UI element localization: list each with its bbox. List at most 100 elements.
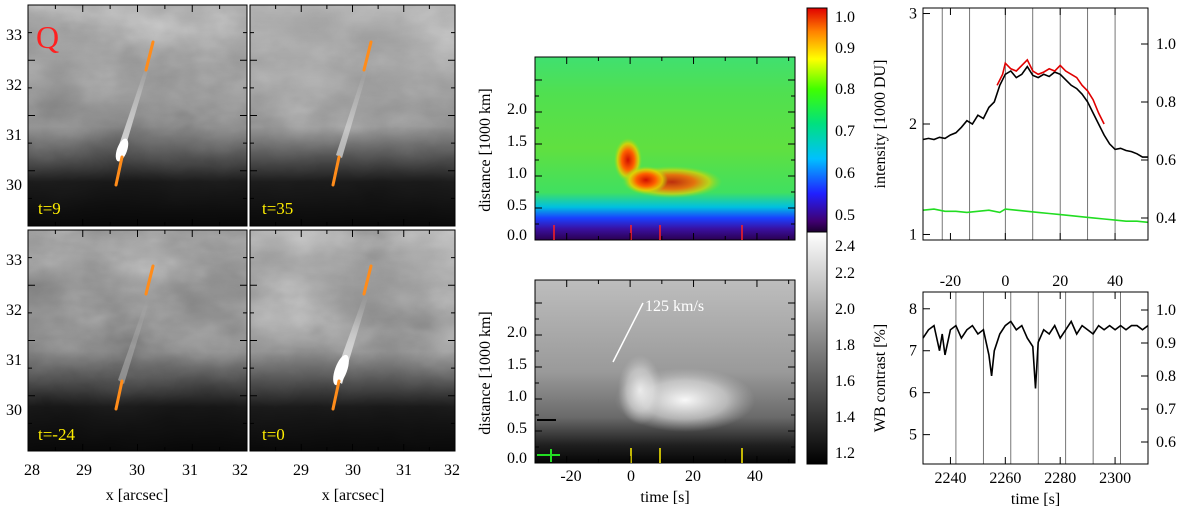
x-tick: 40 [747, 468, 763, 485]
x-tick: 29 [293, 462, 309, 479]
x-axis-label: time [s] [1011, 491, 1060, 508]
x-tick: 20 [685, 468, 701, 485]
slit-markers [114, 40, 373, 411]
cb-tick: 0.6 [835, 165, 855, 182]
y-tick: 1.5 [507, 356, 527, 373]
y-axis-label: WB contrast [%] [872, 324, 889, 432]
y-tick: 31 [6, 127, 22, 144]
y-tick: 1.0 [507, 388, 527, 405]
colorbar-bottom-ticks: 1.2 1.4 1.6 1.8 2.0 2.2 2.4 [835, 238, 855, 462]
y-tick: 30 [6, 402, 22, 419]
spacetime-bottom [534, 279, 796, 464]
x-axis-label: time [s] [640, 489, 689, 506]
spacetime-top-yticks: 0.0 0.5 1.0 1.5 2.0 [507, 101, 527, 244]
x-axis-label: x [arcsec] [322, 487, 385, 504]
right-tick-label: 1.0 [1156, 302, 1176, 319]
y-tick: 1.5 [507, 133, 527, 150]
spacetime-top-ticks [534, 57, 795, 241]
y-tick: 0.5 [507, 197, 527, 214]
y-tick-label: 7 [909, 343, 917, 360]
x-tick: 30 [345, 462, 361, 479]
series-contrast [922, 319, 1149, 389]
y-tick: 2.0 [507, 324, 527, 341]
x-tick: 0 [627, 468, 635, 485]
colorbar-top-ticks: 0.5 0.6 0.7 0.8 0.9 1.0 [835, 9, 855, 224]
cb-tick: 1.4 [835, 409, 855, 426]
cb-tick: 1.2 [835, 445, 855, 462]
right-tick-label: 0.8 [1156, 94, 1176, 111]
image-panel-2 [250, 5, 455, 226]
green-marker [537, 449, 560, 462]
image-panel-3 [28, 230, 247, 451]
time-label-1: t=9 [38, 199, 61, 218]
y-tick-label: 1 [909, 226, 917, 243]
y-axis-label: intensity [1000 DU] [872, 60, 889, 189]
x-tick-label: -20 [940, 273, 961, 290]
cb-tick: 1.8 [835, 337, 855, 354]
y-tick-label: 2 [909, 116, 917, 133]
right-tick-label: 0.9 [1156, 335, 1176, 352]
cb-tick: 2.2 [835, 265, 855, 282]
y-tick: 33 [6, 27, 22, 44]
x-axis-label: x [arcsec] [106, 487, 169, 504]
yellow-time-marks [630, 448, 743, 463]
x-tick-label: 0 [1001, 273, 1009, 290]
cb-tick: 1.6 [835, 373, 855, 390]
contrast-chart: 2240 2260 2280 2300 5 6 7 8 0.6 0.7 0.8 0.9 1.0 time … [872, 291, 1176, 508]
x-tick: -20 [560, 468, 581, 485]
y-tick: 32 [6, 302, 22, 319]
y-tick: 0.0 [507, 227, 527, 244]
y-tick: 0.0 [507, 450, 527, 467]
y-tick-label: 8 [909, 301, 917, 318]
x-tick-label: 2280 [1044, 470, 1076, 487]
colorbar-top [806, 7, 828, 241]
x-tick: 29 [76, 462, 92, 479]
y-tick: 30 [6, 177, 22, 194]
y-tick: 31 [6, 352, 22, 369]
cb-tick: 2.0 [835, 301, 855, 318]
x-tick: 32 [444, 462, 460, 479]
time-label-4: t=0 [262, 425, 285, 444]
x-tick: 31 [182, 462, 198, 479]
plot-frame [922, 291, 1149, 465]
x-tick: 32 [232, 462, 248, 479]
y-tick: 2.0 [507, 101, 527, 118]
series-intensity-fit [996, 58, 1105, 125]
spacetime-bottom-yticks: 0.0 0.5 1.0 1.5 2.0 [507, 324, 527, 467]
right-tick-label: 0.7 [1156, 401, 1176, 418]
y-tick-label: 5 [909, 427, 917, 444]
x-tick: 30 [129, 462, 145, 479]
image-y-ticks-top: 30 31 32 33 30 31 32 33 [6, 27, 22, 419]
cb-tick: 0.8 [835, 81, 855, 98]
y-tick-label: 3 [909, 6, 917, 23]
spacetime-bottom-ticks [534, 280, 795, 464]
panel-letter: Q [36, 19, 59, 55]
intensity-chart: 1 2 3 0.4 0.6 0.8 1.0 intensity [1000 DU] -20 0 20… [872, 6, 1176, 290]
y-tick: 1.0 [507, 165, 527, 182]
spacetime-top [534, 56, 796, 241]
x-tick-label: 40 [1107, 273, 1123, 290]
x-tick: 31 [396, 462, 412, 479]
cb-tick: 0.7 [835, 123, 855, 140]
right-tick-label: 1.0 [1156, 36, 1176, 53]
time-label-2: t=35 [262, 199, 293, 218]
image-x-ticks: 28 29 30 31 32 29 30 31 32 x [arcsec] x … [24, 462, 460, 504]
y-tick: 0.5 [507, 420, 527, 437]
x-tick-label: 2300 [1099, 470, 1131, 487]
cb-tick: 1.0 [835, 9, 855, 26]
red-time-marks [553, 225, 743, 240]
series-intensity [922, 65, 1148, 158]
y-tick: 32 [6, 77, 22, 94]
cb-tick: 2.4 [835, 238, 855, 255]
series-reference [922, 208, 1149, 224]
x-tick-label: 20 [1052, 273, 1068, 290]
cb-tick: 0.9 [835, 40, 855, 57]
x-tick-label: 2240 [934, 470, 966, 487]
velocity-line [612, 302, 644, 363]
spacetime-bottom-xticks: -20 0 20 40 time [s] [560, 468, 763, 506]
right-tick-label: 0.6 [1156, 152, 1176, 169]
plot-frame [922, 7, 1149, 241]
image-panel-4 [250, 230, 455, 451]
x-tick: 28 [24, 462, 40, 479]
